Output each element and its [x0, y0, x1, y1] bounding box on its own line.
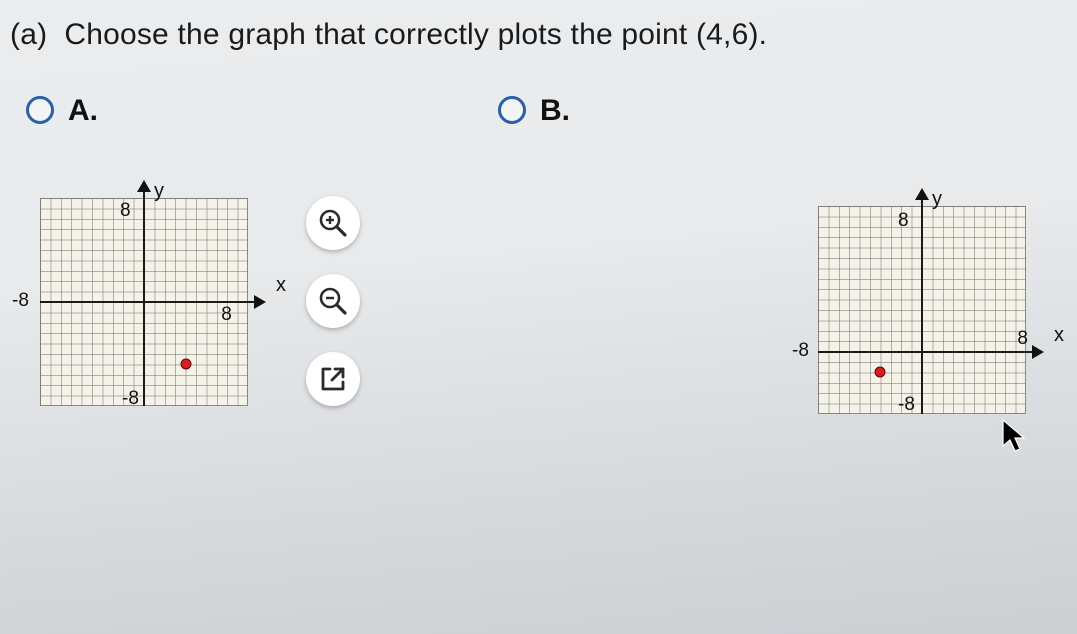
option-a[interactable]: A. [26, 94, 98, 128]
radio-b[interactable] [498, 96, 526, 124]
zoom-out-button[interactable] [306, 274, 360, 328]
zoom-out-icon [317, 285, 349, 317]
graph-a-y-axis [143, 186, 145, 406]
graph-b-y-axis [921, 194, 923, 414]
zoom-in-button[interactable] [306, 196, 360, 250]
tick-x-neg: -8 [12, 290, 29, 312]
tick-y-pos: 8 [120, 200, 131, 222]
graph-b-point [875, 367, 886, 378]
popout-icon [318, 364, 348, 394]
tick-x-neg-b: -8 [792, 340, 809, 362]
option-a-label: A. [68, 94, 98, 128]
tick-y-pos-b: 8 [898, 210, 909, 232]
graph-a-point [180, 359, 191, 370]
tick-y-neg: -8 [122, 388, 139, 410]
zoom-in-icon [317, 207, 349, 239]
arrow-right-icon [254, 295, 266, 309]
graph-a: y x 8 -8 -8 8 [40, 198, 248, 406]
arrow-up-icon [915, 188, 929, 200]
arrow-up-icon [137, 180, 151, 192]
graph-b-x-label: x [1054, 324, 1064, 347]
arrow-right-icon [1032, 345, 1044, 359]
tick-x-pos-b: 8 [1017, 328, 1028, 350]
graph-a-y-label: y [154, 180, 164, 203]
option-b-label: B. [540, 94, 570, 128]
graph-b: y x 8 -8 -8 8 [818, 206, 1026, 414]
popout-button[interactable] [306, 352, 360, 406]
tick-x-pos: 8 [221, 304, 232, 326]
question-body: Choose the graph that correctly plots th… [64, 18, 767, 51]
part-label: (a) [10, 18, 47, 51]
cursor-icon [1000, 418, 1028, 454]
question-text: (a) Choose the graph that correctly plot… [10, 18, 1067, 52]
radio-a[interactable] [26, 96, 54, 124]
tick-y-neg-b: -8 [898, 394, 915, 416]
graph-a-x-axis [40, 301, 262, 303]
graph-a-x-label: x [276, 274, 286, 297]
graph-b-x-axis [818, 351, 1040, 353]
graph-b-y-label: y [932, 188, 942, 211]
option-b[interactable]: B. [498, 94, 570, 128]
options-row: A. B. [10, 94, 1067, 128]
graph-controls [306, 196, 360, 406]
